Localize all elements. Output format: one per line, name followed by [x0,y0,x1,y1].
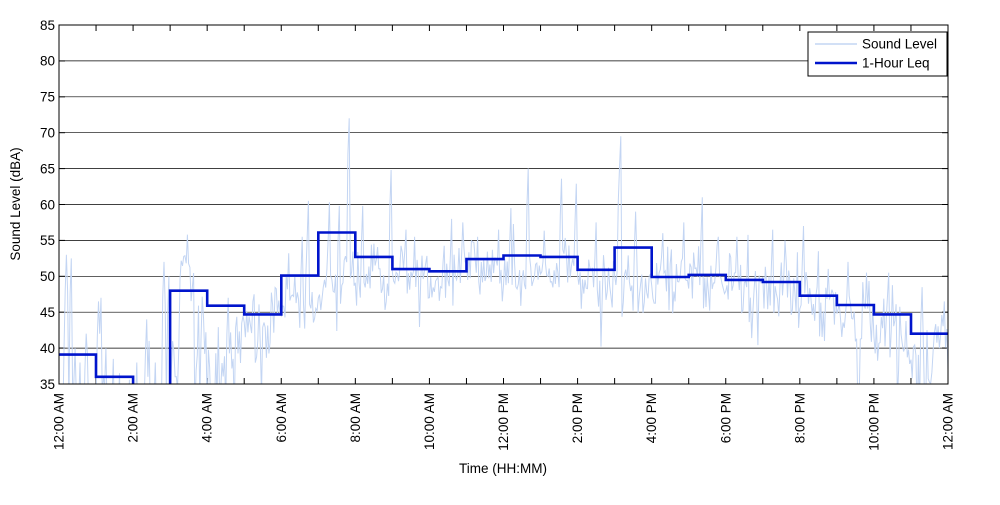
y-tick-labels: 35 40 45 50 55 60 65 70 75 80 85 [40,18,55,392]
x-tick-label: 8:00 AM [348,393,363,443]
y-tick-label: 70 [40,126,55,141]
x-tick-label: 6:00 AM [274,393,289,443]
x-tick-label: 12:00 AM [941,393,956,450]
y-gridlines [59,60,948,349]
y-tick-label: 40 [40,341,55,356]
y-tick-label: 65 [40,161,55,176]
plot-border [58,24,949,385]
y-axis-title: Sound Level (dBA) [8,147,23,260]
y-tick-label: 75 [40,90,55,105]
x-tick-labels: 12:00 AM 2:00 AM 4:00 AM 6:00 AM 8:00 AM 10:0… [52,393,956,451]
y-tick-label: 55 [40,233,55,248]
y-tick-label: 45 [40,305,55,320]
x-tick-label: 10:00 PM [866,393,881,451]
y-tick-label: 85 [40,18,55,33]
legend-box [807,31,948,77]
data-series [59,118,948,384]
x-tick-label: 2:00 PM [570,393,585,443]
legend-label-leq: 1-Hour Leq [862,56,930,71]
x-tick-label: 4:00 AM [200,393,215,443]
legend-label-sound-level: Sound Level [862,37,937,52]
y-tick-label: 35 [40,377,55,392]
x-tick-label: 2:00 AM [126,393,141,443]
y-tick-label: 60 [40,197,55,212]
sound-level-trace [62,118,948,384]
y-tick-label: 80 [40,54,55,69]
x-tick-label: 12:00 PM [496,393,511,451]
x-tick-label: 8:00 PM [792,393,807,443]
leq-step-line [59,231,948,384]
legend: Sound Level 1-Hour Leq [807,31,948,77]
x-axis-title: Time (HH:MM) [459,461,547,476]
x-tick-label: 4:00 PM [644,393,659,443]
y-tick-label: 50 [40,269,55,284]
x-tick-label: 10:00 AM [422,393,437,450]
x-tick-label: 6:00 PM [718,393,733,443]
x-tick-label: 12:00 AM [52,393,67,450]
